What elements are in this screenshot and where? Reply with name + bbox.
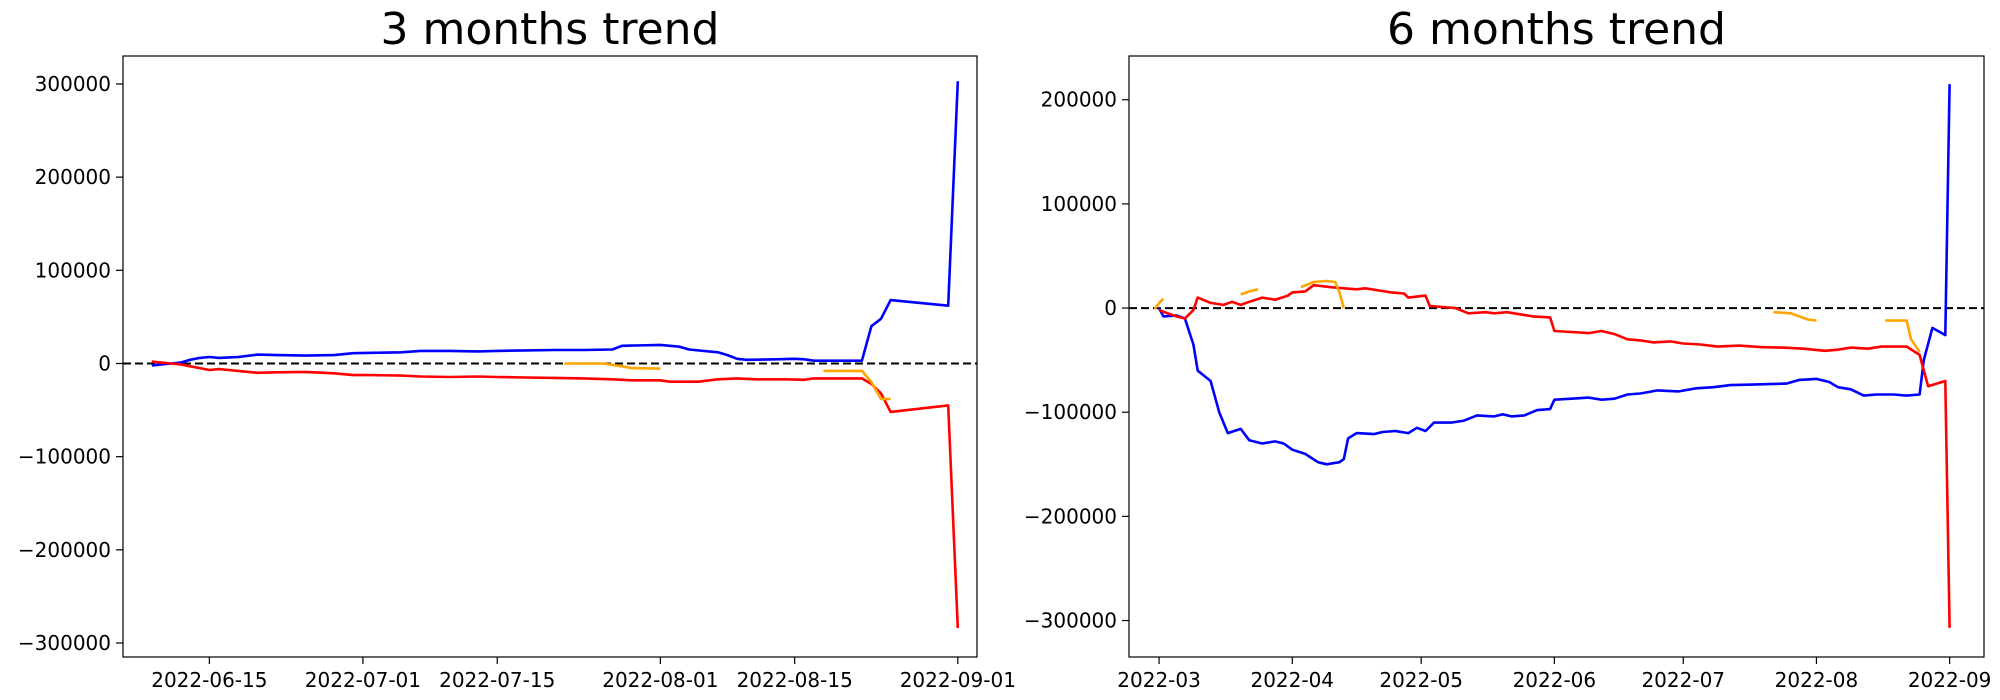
x-tick-label: 2022-04 xyxy=(1250,668,1334,692)
series-line-4 xyxy=(1300,279,1346,309)
chart-title: 3 months trend xyxy=(381,4,720,55)
x-tick-label: 2022-07 xyxy=(1641,668,1725,692)
chart-6-months: 6 months trend 200000 100000 0 −100000 −2000… xyxy=(1024,4,1992,692)
series-line-5 xyxy=(1773,310,1817,322)
x-tick-label: 2022-09 xyxy=(1908,668,1992,692)
axes-frame xyxy=(122,55,978,658)
x-tick-label: 2022-08-01 xyxy=(602,668,718,692)
plot-area: 300000 200000 100000 0 −100000 −200000 −300000… xyxy=(18,55,1016,692)
x-tick-label: 2022-06 xyxy=(1513,668,1597,692)
series-line-1 xyxy=(1158,283,1951,628)
y-tick-label: −100000 xyxy=(18,445,111,469)
y-tick-label: −300000 xyxy=(1024,609,1117,633)
x-tick-label: 2022-03 xyxy=(1117,668,1201,692)
chart-3-months: 3 months trend 300000 200000 100000 0 −10000… xyxy=(18,4,1016,692)
x-tick-label: 2022-07-15 xyxy=(439,668,555,692)
series-line-2 xyxy=(1153,297,1165,310)
x-tick-label: 2022-07-01 xyxy=(305,668,421,692)
y-tick-label: 0 xyxy=(1104,296,1117,320)
axes-frame xyxy=(1128,55,1985,658)
series-line-0 xyxy=(1157,84,1951,466)
x-tick-label: 2022-08-15 xyxy=(737,668,853,692)
series-line-6 xyxy=(1885,319,1921,353)
y-tick-label: −300000 xyxy=(18,631,111,655)
series-line-1 xyxy=(151,360,960,629)
x-tick-label: 2022-08 xyxy=(1775,668,1859,692)
x-tick-label: 2022-06-15 xyxy=(151,668,267,692)
series-line-0 xyxy=(151,81,960,367)
y-tick-label: 200000 xyxy=(35,165,111,189)
y-tick-label: −100000 xyxy=(1024,400,1117,424)
series-group xyxy=(151,81,960,629)
y-tick-label: −200000 xyxy=(18,538,111,562)
y-tick-label: 100000 xyxy=(35,258,111,282)
chart-title: 6 months trend xyxy=(1387,4,1726,55)
y-tick-label: 200000 xyxy=(1041,88,1117,112)
x-tick-label: 2022-09-01 xyxy=(900,668,1016,692)
plot-area: 200000 100000 0 −100000 −200000 −300000 2022-0… xyxy=(1024,55,1992,692)
series-line-3 xyxy=(823,369,891,401)
series-group xyxy=(1153,84,1951,628)
y-tick-label: 0 xyxy=(98,351,111,375)
y-tick-label: 100000 xyxy=(1041,192,1117,216)
x-tick-label: 2022-05 xyxy=(1379,668,1463,692)
y-tick-label: −200000 xyxy=(1024,504,1117,528)
series-line-2 xyxy=(564,362,661,370)
y-tick-label: 300000 xyxy=(35,72,111,96)
series-line-3 xyxy=(1240,288,1259,296)
